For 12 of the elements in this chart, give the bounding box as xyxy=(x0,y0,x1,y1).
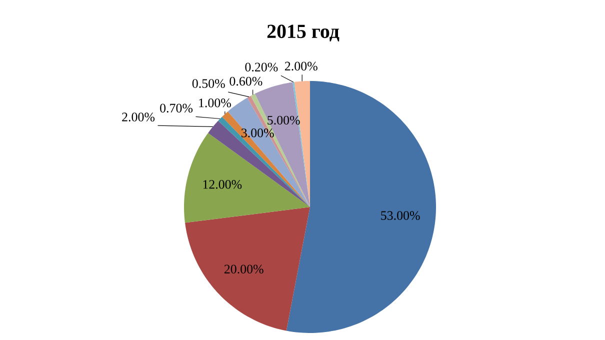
data-label: 0.60% xyxy=(230,76,262,86)
data-label: 0.20% xyxy=(245,62,278,72)
data-label: 20.00% xyxy=(224,264,264,274)
data-label: 2.00% xyxy=(122,112,155,122)
data-label: 2.00% xyxy=(284,62,318,71)
data-label: 1.00% xyxy=(199,98,231,108)
data-label: 53.00% xyxy=(381,211,420,220)
data-label: 0.70% xyxy=(160,104,193,113)
data-label: 5.00% xyxy=(268,116,300,125)
data-label: 12.00% xyxy=(203,180,242,189)
chart-title: 2015 год xyxy=(267,24,340,42)
data-label: 0.50% xyxy=(192,79,225,88)
